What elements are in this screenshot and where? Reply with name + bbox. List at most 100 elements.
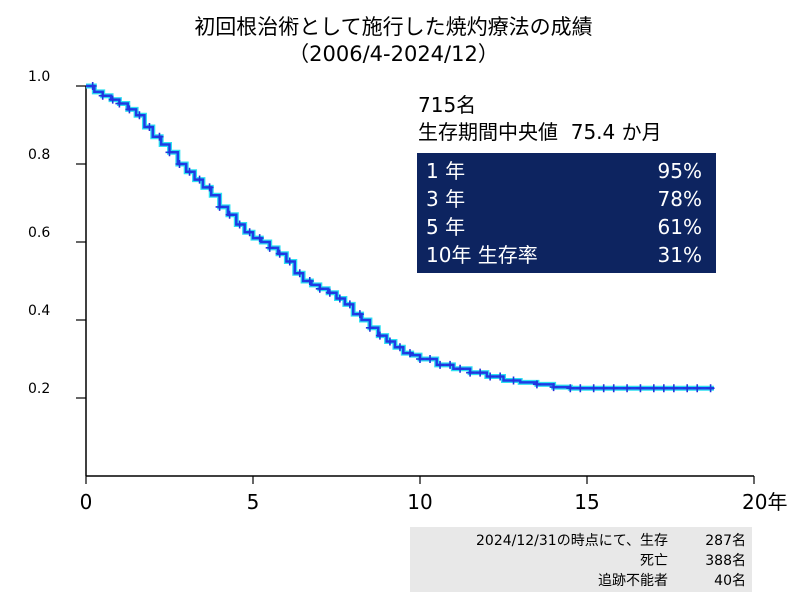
censor-mark bbox=[125, 105, 134, 114]
survival-row-label: 5 年 bbox=[426, 215, 466, 239]
censor-mark bbox=[509, 376, 518, 385]
censor-mark bbox=[255, 234, 264, 243]
censor-mark bbox=[589, 384, 598, 393]
censor-mark bbox=[659, 384, 668, 393]
chart-title-line2: （2006/4-2024/12） bbox=[288, 42, 499, 66]
x-tick-label: 20年 bbox=[742, 490, 787, 514]
survival-row: 1 年 95% bbox=[426, 157, 702, 185]
censor-mark bbox=[649, 384, 658, 393]
median-label: 生存期間中央値 bbox=[418, 120, 558, 144]
censor-mark bbox=[245, 228, 254, 237]
censor-mark bbox=[576, 384, 585, 393]
censor-mark bbox=[405, 349, 414, 358]
censor-mark bbox=[636, 384, 645, 393]
y-tick-label: 0.2 bbox=[28, 381, 50, 397]
x-ticks: 0 5 10 15 20年 bbox=[80, 476, 787, 514]
censor-mark bbox=[693, 384, 702, 393]
censor-mark bbox=[315, 284, 324, 293]
patient-count: 715名 bbox=[418, 93, 477, 117]
survival-row: 3 年 78% bbox=[426, 185, 702, 213]
censor-mark bbox=[375, 331, 384, 340]
footnote-label: 死亡 bbox=[640, 553, 668, 569]
survival-row-value: 78% bbox=[657, 187, 702, 211]
stats-summary: 715名 生存期間中央値 75.4 か月 bbox=[418, 92, 718, 146]
censor-mark bbox=[275, 249, 284, 258]
censor-mark bbox=[155, 132, 164, 141]
y-ticks: 0.2 0.4 0.6 0.8 1.0 bbox=[28, 69, 86, 399]
censor-mark bbox=[385, 337, 394, 346]
censor-mark bbox=[416, 355, 424, 363]
censor-mark bbox=[456, 364, 465, 373]
censor-mark bbox=[215, 202, 224, 211]
censor-mark bbox=[609, 384, 618, 393]
survival-row: 5 年 61% bbox=[426, 213, 702, 241]
censor-mark bbox=[532, 380, 541, 389]
censor-mark bbox=[88, 82, 97, 90]
footnote-value: 40名 bbox=[714, 573, 746, 589]
censor-mark bbox=[365, 323, 374, 332]
x-tick-label: 15 bbox=[574, 490, 599, 514]
y-tick-label: 0.4 bbox=[28, 303, 50, 319]
x-tick-label: 5 bbox=[247, 490, 260, 514]
footnote-row: 2024/12/31の時点にて、生存 287名 bbox=[410, 531, 746, 551]
censor-mark bbox=[345, 300, 354, 309]
censor-mark bbox=[225, 210, 234, 219]
censor-mark bbox=[305, 277, 314, 285]
survival-row-label: 3 年 bbox=[426, 187, 466, 211]
censor-mark bbox=[165, 148, 174, 157]
censor-mark bbox=[115, 99, 124, 108]
x-tick-label: 0 bbox=[80, 490, 93, 514]
survival-rate-table: 1 年 95% 3 年 78% 5 年 61% 10年 生存率 31% bbox=[417, 153, 716, 273]
survival-row-value: 95% bbox=[657, 159, 702, 183]
censor-mark bbox=[175, 160, 184, 168]
censor-mark bbox=[295, 269, 304, 278]
censor-mark bbox=[108, 95, 117, 104]
censor-mark bbox=[486, 372, 495, 381]
censor-mark bbox=[426, 355, 435, 363]
survival-row-value: 61% bbox=[657, 215, 702, 239]
censor-mark bbox=[683, 384, 692, 393]
censor-mark bbox=[355, 310, 364, 319]
censor-mark bbox=[335, 294, 344, 303]
censor-mark bbox=[466, 368, 475, 377]
censor-mark bbox=[566, 384, 575, 393]
x-tick-label: 10 bbox=[407, 490, 432, 514]
censor-mark bbox=[706, 384, 715, 393]
censor-mark bbox=[476, 368, 485, 377]
censor-mark bbox=[325, 288, 334, 297]
censor-mark bbox=[235, 220, 244, 229]
footnote-value: 388名 bbox=[705, 553, 746, 569]
censor-mark bbox=[599, 384, 608, 393]
y-tick-label: 1.0 bbox=[28, 69, 50, 85]
censor-mark bbox=[285, 257, 294, 266]
censor-mark bbox=[135, 111, 144, 120]
footnote-label: 追跡不能者 bbox=[598, 573, 668, 589]
footnote-row: 追跡不能者 40名 bbox=[410, 571, 746, 591]
censor-mark bbox=[446, 360, 455, 369]
footnote-value: 287名 bbox=[705, 533, 746, 549]
median-survival: 生存期間中央値 75.4 か月 bbox=[418, 119, 718, 146]
y-tick-label: 0.8 bbox=[28, 147, 50, 163]
censor-mark bbox=[549, 383, 558, 392]
censor-marks bbox=[88, 82, 715, 393]
survival-row-value: 31% bbox=[657, 243, 702, 267]
censor-mark bbox=[185, 167, 194, 176]
censor-mark bbox=[436, 360, 445, 369]
censor-mark bbox=[98, 91, 107, 100]
chart-title: 初回根治術として施行した焼灼療法の成績 （2006/4-2024/12） bbox=[0, 14, 787, 68]
survival-row-label: 10年 生存率 bbox=[426, 243, 538, 267]
censor-mark bbox=[669, 384, 678, 393]
censor-mark bbox=[496, 372, 505, 381]
y-tick-label: 0.6 bbox=[28, 225, 50, 241]
chart-title-line1: 初回根治術として施行した焼灼療法の成績 bbox=[194, 15, 593, 39]
censor-mark bbox=[145, 122, 154, 131]
median-value: 75.4 か月 bbox=[570, 120, 662, 144]
censor-mark bbox=[195, 175, 204, 184]
censor-mark bbox=[205, 183, 214, 192]
status-footnote: 2024/12/31の時点にて、生存 287名 死亡 388名 追跡不能者 40… bbox=[410, 527, 752, 592]
censor-mark bbox=[623, 384, 632, 393]
censor-mark bbox=[265, 243, 274, 252]
footnote-label: 2024/12/31の時点にて、生存 bbox=[476, 533, 668, 549]
censor-mark bbox=[395, 343, 404, 352]
